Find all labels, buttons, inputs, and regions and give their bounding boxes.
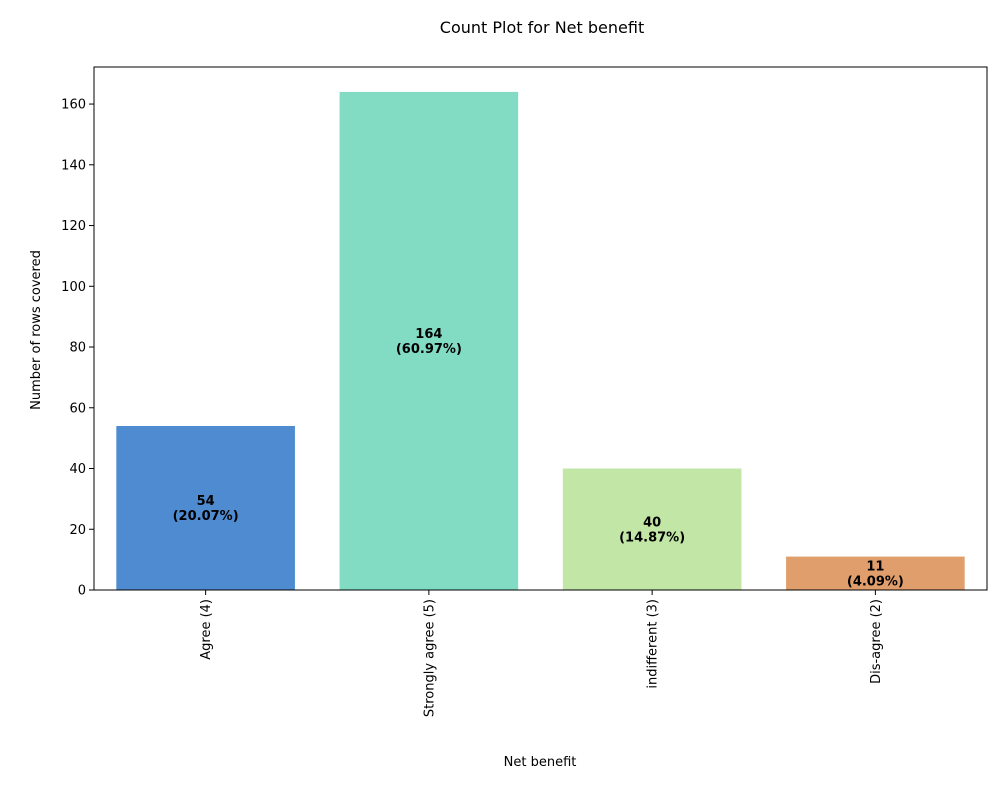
bar-value-label: 11 xyxy=(866,559,884,574)
y-tick-label: 60 xyxy=(69,401,86,416)
bar xyxy=(562,468,742,590)
plot-area: 0 20 40 60 80 100 120 140 160 Agree (4) Strongly a… xyxy=(61,66,988,717)
y-tick-label: 160 xyxy=(61,98,86,113)
bar-percent-label: (60.97%) xyxy=(396,342,462,357)
x-tick-label: Agree (4) xyxy=(199,599,214,660)
chart-title: Count Plot for Net benefit xyxy=(440,18,644,37)
bar xyxy=(339,91,519,591)
y-tick-label: 100 xyxy=(61,280,86,295)
bar-percent-label: (20.07%) xyxy=(173,509,239,524)
y-tick-label: 80 xyxy=(69,341,86,356)
y-tick-label: 120 xyxy=(61,219,86,234)
x-axis-label: Net benefit xyxy=(504,755,577,770)
y-tick-label: 140 xyxy=(61,158,86,173)
x-tick-label: Strongly agree (5) xyxy=(422,599,437,717)
bar-value-label: 54 xyxy=(197,494,215,509)
plot-frame xyxy=(93,66,988,591)
y-tick-label: 20 xyxy=(69,523,86,538)
bar-percent-label: (4.09%) xyxy=(847,574,904,589)
bar-percent-label: (14.87%) xyxy=(619,530,685,545)
bar-value-label: 40 xyxy=(643,515,661,530)
y-axis-label: Number of rows covered xyxy=(29,250,44,410)
y-tick-label: 0 xyxy=(78,584,86,599)
bar-value-label: 164 xyxy=(415,327,442,342)
y-tick-label: 40 xyxy=(69,462,86,477)
bar xyxy=(116,425,295,590)
x-tick-label: indifferent (3) xyxy=(646,599,661,689)
x-tick-label: Dis-agree (2) xyxy=(869,599,884,684)
bar xyxy=(786,556,965,590)
